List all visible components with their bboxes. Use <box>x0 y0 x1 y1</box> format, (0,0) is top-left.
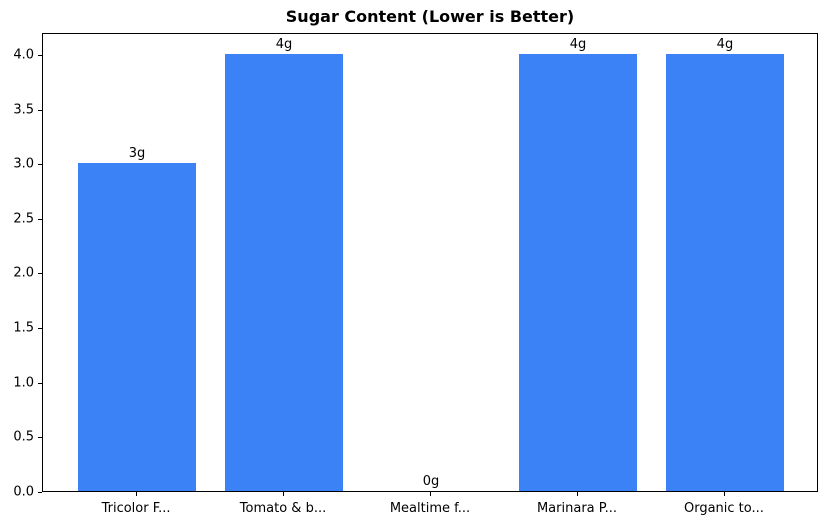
y-tick-label: 3.5 <box>13 102 34 117</box>
y-tick-mark <box>38 218 42 220</box>
y-tick-mark <box>38 54 42 56</box>
x-tick-mark <box>430 492 431 496</box>
bar-value-label: 3g <box>128 146 146 162</box>
y-tick-label: 2.0 <box>13 265 34 281</box>
y-tick-mark <box>38 109 42 111</box>
x-tick-label: Organic to... <box>683 501 764 516</box>
x-tick-mark <box>283 492 285 496</box>
y-tick-label: 0.0 <box>13 484 34 500</box>
bar-2 <box>225 53 343 491</box>
y-tick-mark <box>38 273 42 275</box>
bar-4 <box>519 53 637 491</box>
chart-title: Sugar Content (Lower is Better) <box>285 7 575 26</box>
bar-value-label: 0g <box>422 474 440 489</box>
y-tick-label: 2.5 <box>13 211 34 227</box>
x-tick-label: Tomato & b... <box>239 501 327 516</box>
y-tick-mark <box>38 164 42 166</box>
x-tick-mark <box>723 492 725 496</box>
bar-1 <box>78 163 196 491</box>
y-tick-label: 1.0 <box>13 375 34 391</box>
bar-value-label: 4g <box>275 36 293 52</box>
plot-area: 3g 4g 0g 4g 4g <box>42 33 818 492</box>
y-tick-label: 0.5 <box>13 429 34 445</box>
x-tick-label: Marinara P... <box>536 501 617 516</box>
y-tick-label: 3.0 <box>13 156 34 172</box>
y-tick-label: 1.5 <box>13 320 34 336</box>
y-tick-mark <box>38 382 42 384</box>
x-tick-mark <box>576 492 578 496</box>
bar-value-label: 4g <box>716 36 734 52</box>
x-tick-mark <box>136 492 138 496</box>
bar-5 <box>666 53 784 491</box>
x-tick-label: Mealtime f... <box>389 501 471 516</box>
y-tick-mark <box>38 328 42 330</box>
bar-value-label: 4g <box>569 36 587 52</box>
y-tick-mark <box>38 437 42 439</box>
y-tick-mark <box>38 492 42 493</box>
x-tick-label: Tricolor F... <box>101 501 171 516</box>
y-tick-label: 4.0 <box>13 47 34 63</box>
